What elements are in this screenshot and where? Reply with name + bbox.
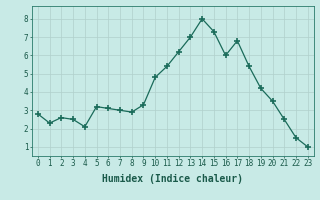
X-axis label: Humidex (Indice chaleur): Humidex (Indice chaleur)	[102, 174, 243, 184]
